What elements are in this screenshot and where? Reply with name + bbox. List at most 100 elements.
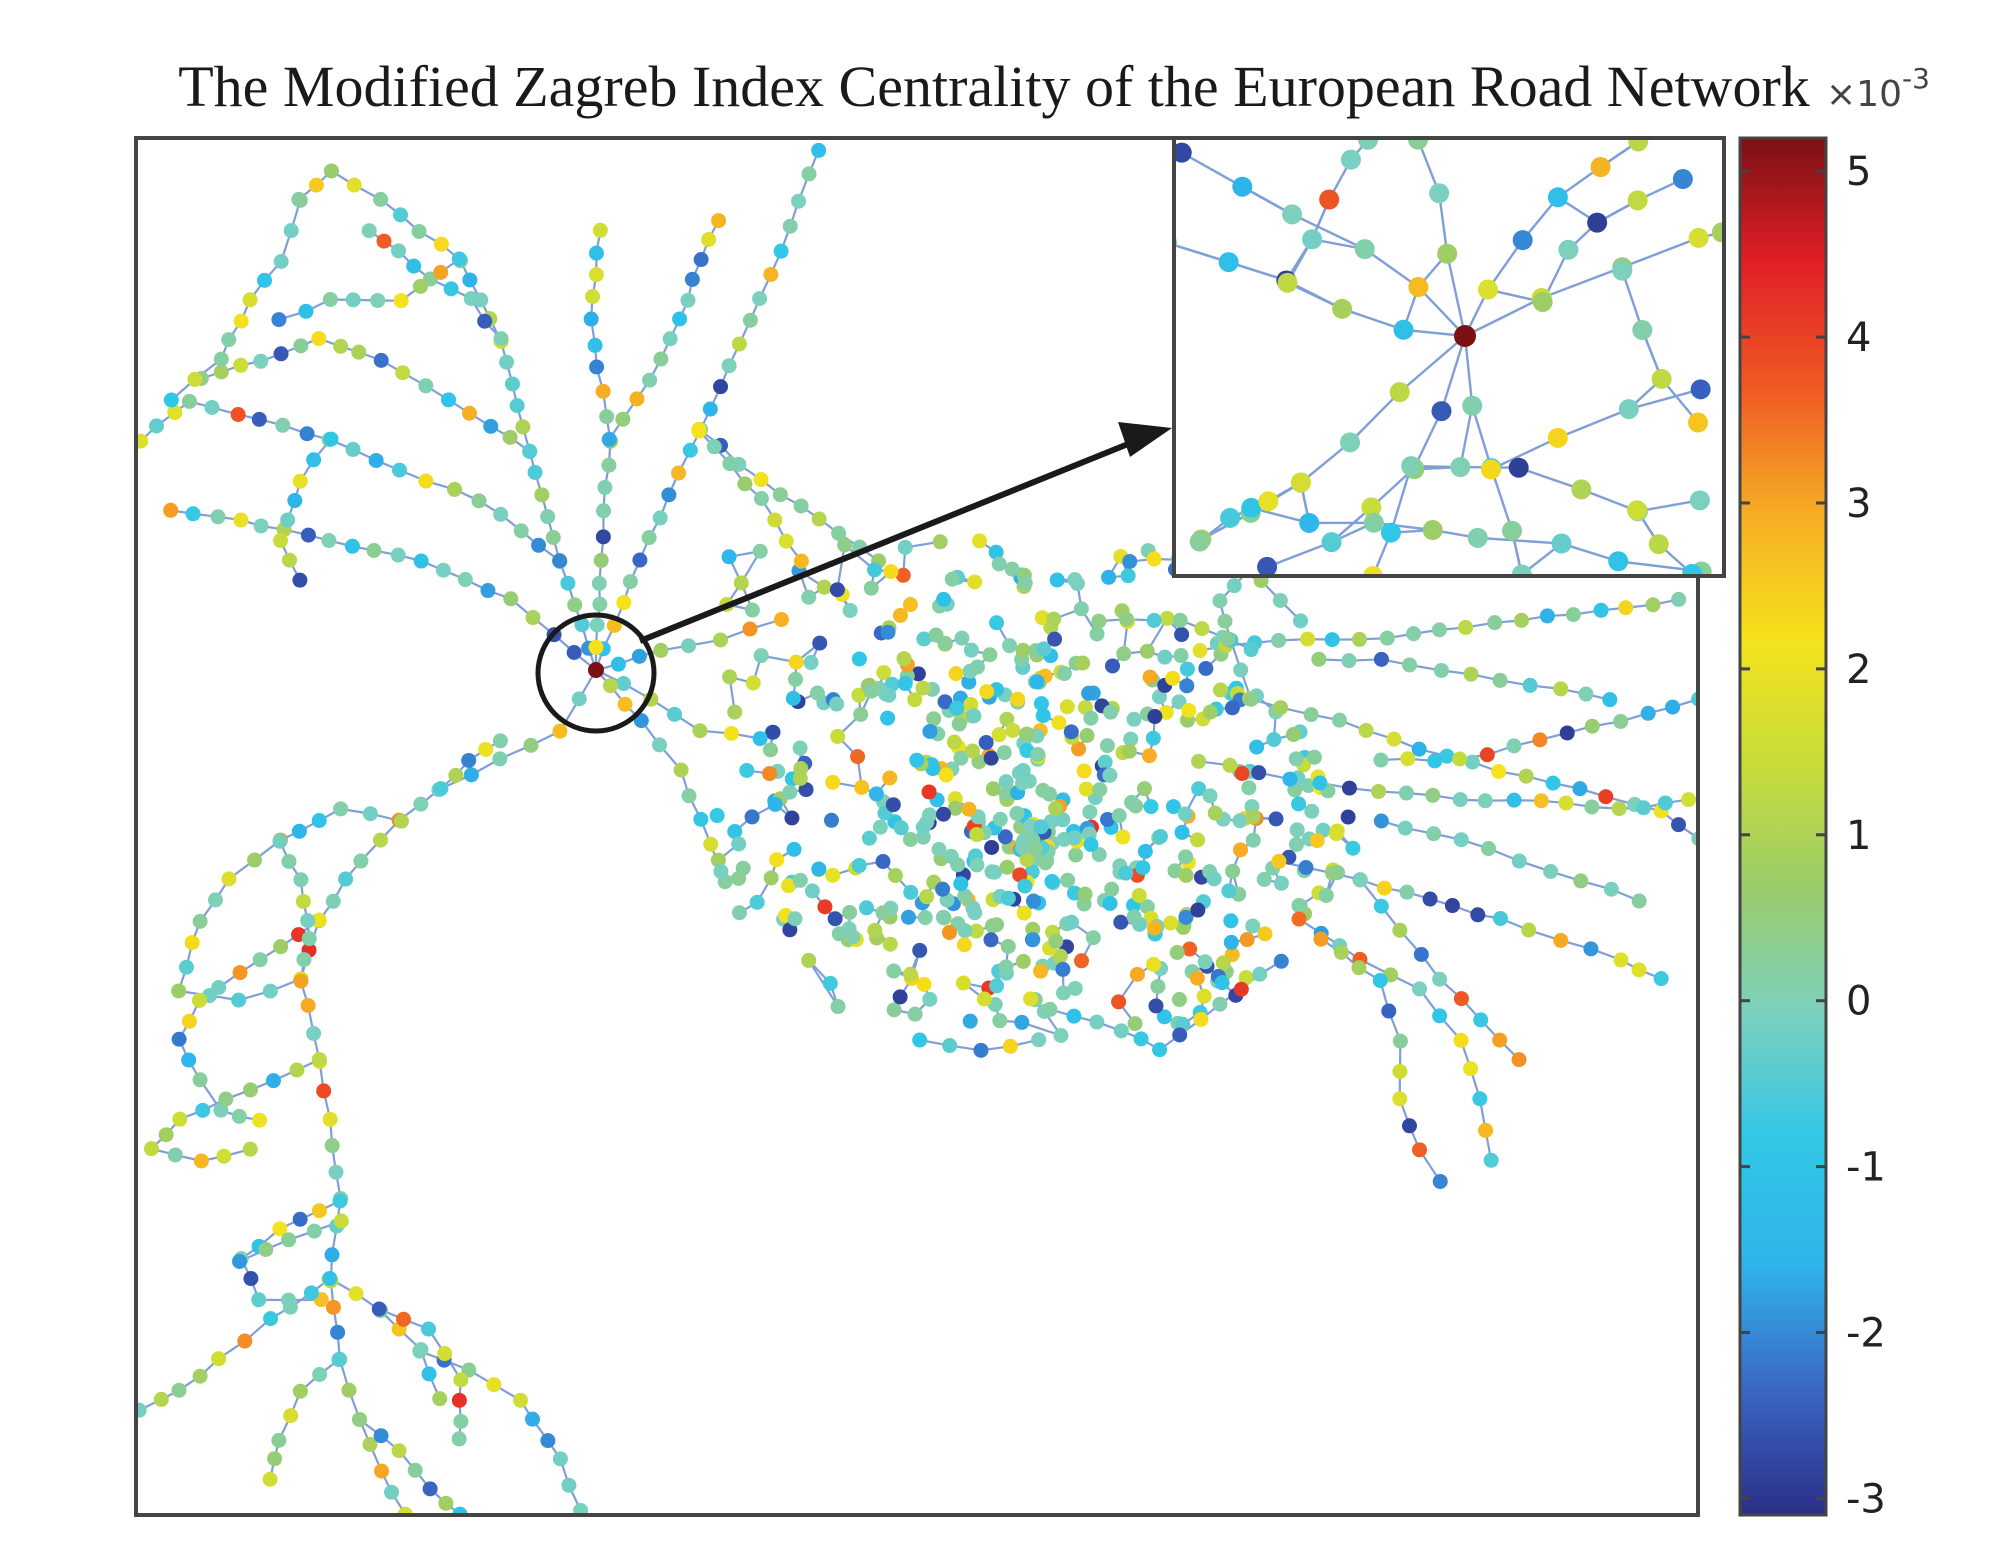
colorbar-tick-label: 5 xyxy=(1846,149,1871,195)
main-node xyxy=(412,278,428,294)
main-node xyxy=(1012,867,1028,883)
main-node xyxy=(1373,651,1389,667)
colorbar-multiplier: ×10-3 xyxy=(1826,62,1930,115)
main-node xyxy=(273,533,289,549)
main-node xyxy=(1083,837,1099,853)
inset-edge xyxy=(1437,193,1449,254)
main-node xyxy=(897,539,913,555)
main-node xyxy=(289,1062,305,1078)
main-node xyxy=(713,379,729,395)
main-node xyxy=(1118,611,1134,627)
main-node xyxy=(1179,661,1195,677)
main-node xyxy=(509,398,525,414)
inset-edge xyxy=(1471,405,1493,469)
main-node xyxy=(303,1285,319,1301)
main-node xyxy=(1539,608,1555,624)
inset-edge xyxy=(1459,405,1474,468)
main-node xyxy=(1118,865,1134,881)
main-node xyxy=(753,472,769,488)
main-node xyxy=(552,723,568,739)
inset-node xyxy=(1711,222,1724,243)
main-node xyxy=(230,407,246,423)
main-node xyxy=(1412,1142,1428,1158)
main-node xyxy=(1681,792,1697,808)
inset-edge xyxy=(1637,499,1701,513)
main-node xyxy=(722,456,738,472)
main-node xyxy=(513,523,529,539)
main-node xyxy=(1249,739,1265,755)
inset-node xyxy=(1632,320,1653,341)
main-node xyxy=(1025,921,1041,937)
inset-node xyxy=(1282,204,1303,225)
main-node xyxy=(978,735,994,751)
main-node xyxy=(893,820,909,836)
main-node xyxy=(1000,939,1016,955)
inset-node xyxy=(1431,401,1452,422)
main-node xyxy=(292,473,308,489)
main-node xyxy=(1288,751,1304,767)
main-node xyxy=(242,1082,258,1098)
inset-edge xyxy=(1464,296,1543,338)
main-node xyxy=(956,937,972,953)
main-node xyxy=(880,710,896,726)
main-node xyxy=(801,166,817,182)
main-node xyxy=(915,680,931,696)
inset-edge xyxy=(1413,410,1443,469)
main-node xyxy=(451,1431,467,1447)
main-node xyxy=(1009,805,1025,821)
main-node xyxy=(1005,722,1021,738)
main-node xyxy=(1425,787,1441,803)
main-node xyxy=(321,533,337,549)
main-node xyxy=(947,800,963,816)
main-node xyxy=(1207,805,1223,821)
main-node xyxy=(332,1193,348,1209)
main-node xyxy=(595,529,611,545)
main-node xyxy=(1464,754,1480,770)
main-node xyxy=(983,750,999,766)
main-node xyxy=(1341,780,1357,796)
inset-edge xyxy=(1349,391,1401,444)
main-node xyxy=(853,706,869,722)
main-node xyxy=(391,462,407,478)
main-node xyxy=(653,351,669,367)
main-node xyxy=(373,1463,389,1479)
main-node xyxy=(742,621,758,637)
main-node xyxy=(1406,626,1422,642)
inset-node xyxy=(1512,230,1533,251)
main-node xyxy=(589,359,605,375)
main-node xyxy=(1015,763,1031,779)
main-node xyxy=(452,1506,468,1515)
main-node xyxy=(272,1221,288,1237)
main-node xyxy=(213,351,229,367)
inset-node xyxy=(1532,291,1553,312)
inset-node xyxy=(1319,189,1340,210)
main-node xyxy=(451,1392,467,1408)
main-node xyxy=(1124,794,1140,810)
main-node xyxy=(311,331,327,347)
main-node xyxy=(872,819,888,835)
main-node xyxy=(1217,613,1233,629)
main-node xyxy=(331,1352,347,1368)
main-node xyxy=(1288,836,1304,852)
inset-node xyxy=(1682,563,1703,576)
main-node xyxy=(1593,602,1609,618)
main-node xyxy=(782,218,798,234)
main-node xyxy=(231,1108,247,1124)
main-node xyxy=(1671,591,1687,607)
main-node xyxy=(1148,998,1164,1014)
main-node xyxy=(887,868,903,884)
main-node xyxy=(192,913,208,929)
main-node xyxy=(1292,898,1308,914)
main-node xyxy=(366,543,382,559)
main-node xyxy=(407,1462,423,1478)
main-node xyxy=(701,232,717,248)
main-node xyxy=(540,1433,556,1449)
main-node xyxy=(1487,615,1503,631)
main-node xyxy=(1113,1023,1129,1039)
main-node xyxy=(886,963,902,979)
main-node xyxy=(191,992,207,1008)
main-node xyxy=(767,512,783,528)
main-node xyxy=(963,697,979,713)
inset-node xyxy=(1462,395,1483,416)
main-node xyxy=(954,630,970,646)
